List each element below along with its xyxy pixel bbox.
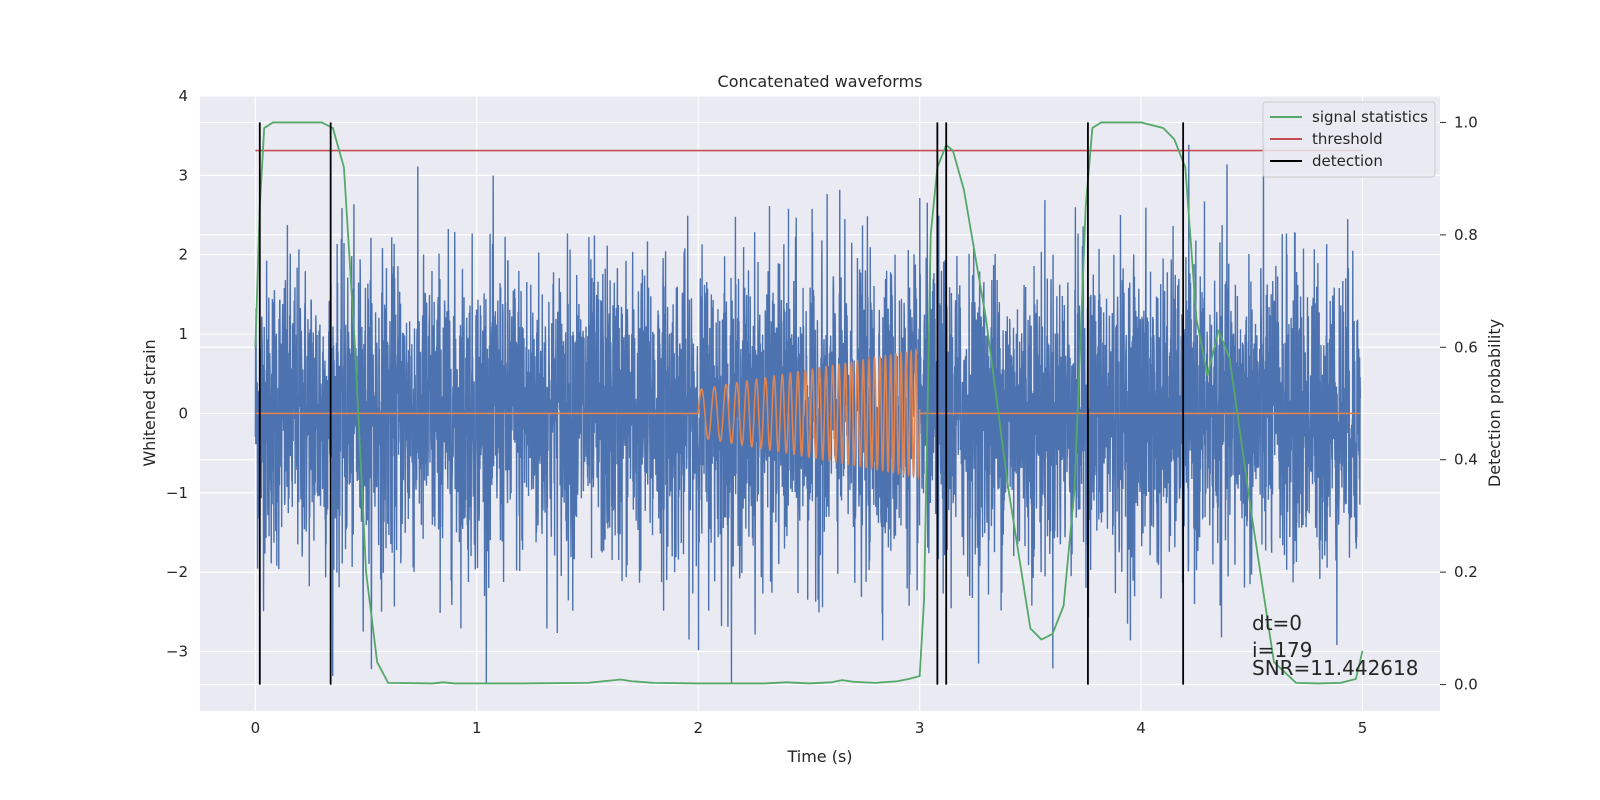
strain-line [254, 143, 1361, 684]
detection-series [258, 122, 1185, 685]
x-tick-label: 0 [251, 719, 261, 737]
x-tick-label: 2 [693, 719, 703, 737]
x-tick-label: 3 [915, 719, 925, 737]
y2-tick-label: 0.2 [1454, 563, 1478, 581]
annotations: dt=0 i=179 SNR=11.442618 [1252, 611, 1418, 680]
axis-ticks: 0 1 2 3 4 5 −3 −2 −1 0 1 2 3 4 0.0 0.2 0.4 0.6 0.8 1.0 [166, 87, 1478, 737]
legend-label-detection: detection [1312, 152, 1383, 170]
y2-tick-label: 0.4 [1454, 451, 1478, 469]
annotation-dt: dt=0 [1252, 611, 1302, 635]
template-line [255, 347, 1361, 480]
y-tick-label: 4 [178, 87, 188, 105]
chart-title: Concatenated waveforms [718, 72, 923, 91]
legend-label-signal: signal statistics [1312, 108, 1428, 126]
x-tick-label: 4 [1136, 719, 1146, 737]
y-tick-label: −1 [166, 484, 188, 502]
legend: signal statistics threshold detection [1262, 101, 1436, 178]
template-series [255, 347, 1361, 480]
y2-tick-label: 0.6 [1454, 338, 1478, 356]
y-tick-label: −2 [166, 563, 188, 581]
x-axis-label: Time (s) [786, 747, 852, 766]
y-tick-label: −3 [166, 642, 188, 660]
x-tick-label: 1 [472, 719, 482, 737]
y2-tick-label: 0.8 [1454, 226, 1478, 244]
y-tick-label: 2 [178, 246, 188, 264]
y-tick-label: 0 [178, 404, 188, 422]
strain-series [254, 143, 1361, 684]
signal-statistics-series [254, 121, 1364, 685]
x-tick-label: 5 [1358, 719, 1368, 737]
y-tick-label: 3 [178, 166, 188, 184]
annotation-index: i=179 [1252, 638, 1313, 662]
y-axis-label: Whitened strain [140, 339, 159, 466]
legend-label-threshold: threshold [1312, 130, 1383, 148]
annotation-snr: SNR=11.442618 [1252, 656, 1418, 680]
signal-statistics-line [254, 121, 1364, 685]
legend-box [1262, 101, 1436, 178]
y-tick-label: 1 [178, 325, 188, 343]
y2-tick-label: 0.0 [1454, 676, 1478, 694]
y2-tick-label: 1.0 [1454, 113, 1478, 131]
y2-axis-label: Detection probability [1485, 319, 1504, 487]
